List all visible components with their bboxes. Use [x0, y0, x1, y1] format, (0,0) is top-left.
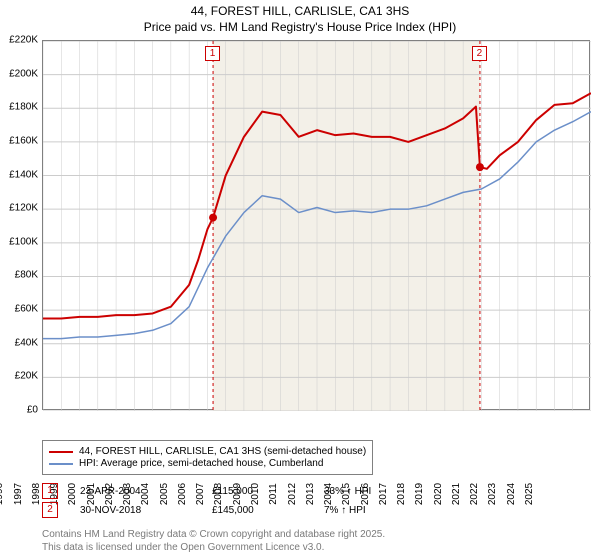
- sale-delta: 33% ↑ HPI: [324, 486, 371, 497]
- y-tick-label: £80K: [0, 270, 38, 281]
- y-tick-label: £120K: [0, 203, 38, 214]
- y-tick-label: £0: [0, 405, 38, 416]
- y-tick-label: £20K: [0, 371, 38, 382]
- sale-marker-box: 1: [42, 483, 58, 499]
- title-line-2: Price paid vs. HM Land Registry's House …: [4, 20, 596, 36]
- plot-area: [42, 40, 590, 410]
- chart-container: 44, FOREST HILL, CARLISLE, CA1 3HS Price…: [0, 0, 600, 560]
- sale-price: £145,000: [212, 505, 302, 516]
- x-tick-label: 2025: [524, 483, 600, 505]
- sale-date: 30-NOV-2018: [80, 505, 190, 516]
- legend-item: HPI: Average price, semi-detached house,…: [49, 458, 366, 469]
- legend: 44, FOREST HILL, CARLISLE, CA1 3HS (semi…: [42, 440, 373, 475]
- legend-swatch: [49, 463, 73, 465]
- sale-marker-1: 1: [205, 46, 220, 61]
- legend-swatch: [49, 451, 73, 453]
- y-tick-label: £220K: [0, 35, 38, 46]
- legend-item: 44, FOREST HILL, CARLISLE, CA1 3HS (semi…: [49, 446, 366, 457]
- title-line-1: 44, FOREST HILL, CARLISLE, CA1 3HS: [4, 4, 596, 20]
- sale-marker-2: 2: [472, 46, 487, 61]
- y-tick-label: £200K: [0, 68, 38, 79]
- plot-svg: [43, 41, 591, 411]
- footer-line-1: Contains HM Land Registry data © Crown c…: [42, 528, 385, 541]
- footer: Contains HM Land Registry data © Crown c…: [42, 528, 385, 554]
- y-tick-label: £160K: [0, 135, 38, 146]
- sales-table: 1 23-APR-2004 £115,000 33% ↑ HPI 2 30-NOV-201…: [42, 480, 371, 521]
- sale-delta: 7% ↑ HPI: [324, 505, 366, 516]
- sale-price: £115,000: [212, 486, 302, 497]
- footer-line-2: This data is licensed under the Open Gov…: [42, 541, 385, 554]
- y-tick-label: £40K: [0, 337, 38, 348]
- legend-label: HPI: Average price, semi-detached house,…: [79, 458, 323, 469]
- y-tick-label: £100K: [0, 236, 38, 247]
- sale-row: 2 30-NOV-2018 £145,000 7% ↑ HPI: [42, 502, 371, 518]
- sale-row: 1 23-APR-2004 £115,000 33% ↑ HPI: [42, 483, 371, 499]
- y-tick-label: £60K: [0, 304, 38, 315]
- y-tick-label: £180K: [0, 102, 38, 113]
- sale-date: 23-APR-2004: [80, 486, 190, 497]
- chart-title: 44, FOREST HILL, CARLISLE, CA1 3HS Price…: [0, 0, 600, 37]
- legend-label: 44, FOREST HILL, CARLISLE, CA1 3HS (semi…: [79, 446, 366, 457]
- sale-marker-box: 2: [42, 502, 58, 518]
- y-tick-label: £140K: [0, 169, 38, 180]
